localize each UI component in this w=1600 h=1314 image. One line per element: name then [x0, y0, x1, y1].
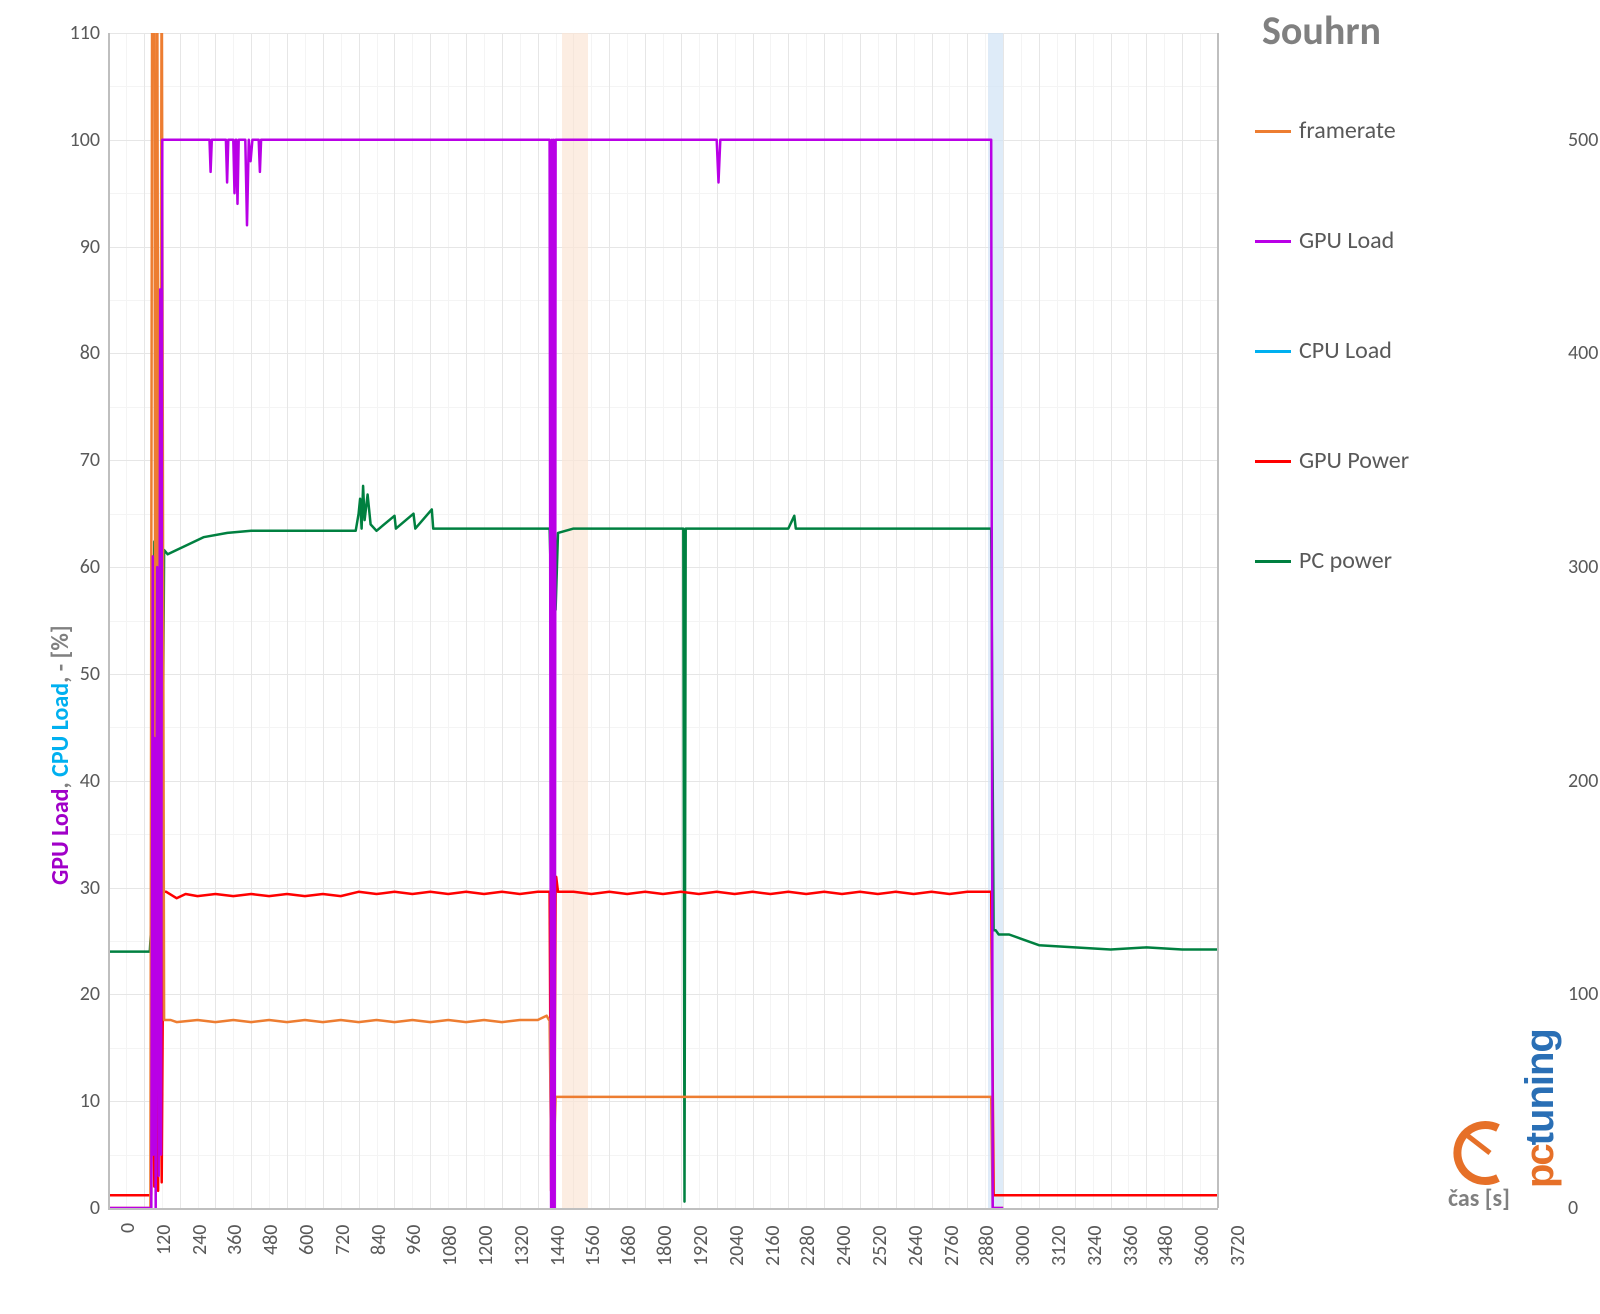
legend-label-cpu-load: CPU Load: [1299, 336, 1392, 365]
x-tick-label: 3240: [1083, 1225, 1107, 1266]
x-tick-label: 960: [402, 1225, 426, 1255]
y-right-tick-label: 100: [1568, 982, 1598, 1006]
x-tick-label: 2880: [975, 1225, 999, 1266]
plot-area: [108, 33, 1218, 1208]
y-left-tick-label: 110: [54, 21, 100, 45]
branding-pc-text: pc: [1518, 1145, 1562, 1188]
x-tick-label: 3360: [1119, 1225, 1143, 1266]
x-tick-label: 480: [259, 1225, 283, 1255]
legend-label-framerate: framerate: [1299, 116, 1396, 145]
x-tick-label: 3000: [1011, 1225, 1035, 1266]
y-right-tick-label: 500: [1568, 128, 1598, 152]
x-tick-label: 3720: [1226, 1225, 1250, 1266]
x-tick-label: 1080: [438, 1225, 462, 1266]
x-tick-label: 600: [295, 1225, 319, 1255]
x-tick-label: 2760: [940, 1225, 964, 1266]
x-tick-label: 2280: [796, 1225, 820, 1266]
x-tick-label: 240: [188, 1225, 212, 1255]
x-tick-label: 720: [331, 1225, 355, 1255]
legend-label-gpu-power: GPU Power: [1299, 446, 1409, 475]
y-left-tick-label: 20: [54, 982, 100, 1006]
y-left-tick-label: 90: [54, 235, 100, 259]
series-svg: [108, 33, 1218, 1208]
x-tick-label: 3120: [1047, 1225, 1071, 1266]
legend-swatch-gpu-load: [1255, 240, 1291, 243]
y-left-tick-label: 80: [54, 341, 100, 365]
series-pc-power: [108, 486, 1218, 1202]
x-tick-label: 120: [152, 1225, 176, 1255]
x-tick-label: 1560: [581, 1225, 605, 1266]
x-tick-label: 360: [223, 1225, 247, 1255]
chart-title: Souhrn: [1262, 6, 1381, 55]
legend-swatch-framerate: [1255, 130, 1291, 133]
legend-label-gpu-load: GPU Load: [1299, 226, 1394, 255]
x-tick-label: 3480: [1154, 1225, 1178, 1266]
x-tick-label: 2160: [761, 1225, 785, 1266]
y-left-tick-label: 10: [54, 1089, 100, 1113]
y-right-tick-label: 200: [1568, 769, 1598, 793]
y-left-tick-label: 100: [54, 128, 100, 152]
x-tick-label: 2520: [868, 1225, 892, 1266]
x-axis-title: čas [s]: [1448, 1184, 1510, 1213]
x-tick-label: 2400: [832, 1225, 856, 1266]
y-right-tick-label: 0: [1568, 1196, 1578, 1220]
series-gpu-power: [108, 877, 1218, 1195]
x-tick-label: 1200: [474, 1225, 498, 1266]
x-tick-label: 1440: [546, 1225, 570, 1266]
branding-tuning-text: tuning: [1518, 1029, 1562, 1145]
y-right-tick-label: 400: [1568, 341, 1598, 365]
x-tick-label: 1920: [689, 1225, 713, 1266]
x-tick-label: 3600: [1190, 1225, 1214, 1266]
x-tick-label: 1320: [510, 1225, 534, 1266]
series-gpu-load: [108, 140, 1003, 1208]
x-tick-label: 840: [367, 1225, 391, 1255]
branding-logo: pctuning: [1448, 1029, 1563, 1188]
x-tick-label: 1680: [617, 1225, 641, 1266]
x-tick-label: 0: [116, 1223, 140, 1233]
x-tick-label: 1800: [653, 1225, 677, 1266]
x-tick-label: 2640: [904, 1225, 928, 1266]
legend-swatch-pc-power: [1255, 560, 1291, 563]
y-right-tick-label: 300: [1568, 555, 1598, 579]
y-left-axis-title: GPU Load, CPU Load, - [%]: [46, 626, 75, 886]
y-left-tick-label: 0: [54, 1196, 100, 1220]
legend-swatch-cpu-load: [1255, 350, 1291, 353]
legend-label-pc-power: PC power: [1299, 546, 1392, 575]
y-left-tick-label: 70: [54, 448, 100, 472]
legend-swatch-gpu-power: [1255, 460, 1291, 463]
x-tick-label: 2040: [725, 1225, 749, 1266]
y-left-tick-label: 60: [54, 555, 100, 579]
